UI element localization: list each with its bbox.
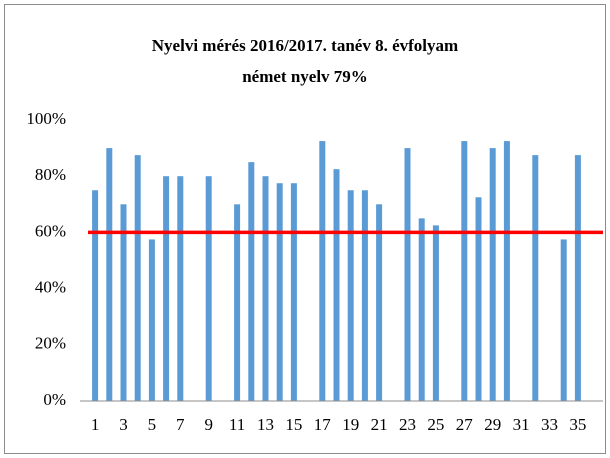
- bar: [574, 155, 581, 401]
- chart-title: Nyelvi mérés 2016/2017. tanév 8. évfolya…: [152, 36, 458, 55]
- y-tick-label: 0%: [43, 390, 66, 409]
- y-tick-label: 100%: [26, 109, 66, 128]
- bar: [163, 176, 170, 401]
- x-tick-label: 7: [176, 415, 185, 434]
- x-tick-label: 19: [342, 415, 359, 434]
- x-tick-label: 3: [119, 415, 128, 434]
- x-tick-label: 1: [91, 415, 100, 434]
- bar: [248, 162, 255, 401]
- bar: [234, 204, 241, 401]
- bar: [475, 197, 482, 401]
- bar: [333, 169, 340, 401]
- bar: [262, 176, 269, 401]
- bar: [177, 176, 184, 401]
- x-tick-label: 29: [484, 415, 501, 434]
- bar: [319, 141, 326, 401]
- x-tick-label: 9: [204, 415, 213, 434]
- bar: [418, 218, 425, 401]
- x-tick-label: 35: [569, 415, 586, 434]
- bar: [404, 148, 411, 401]
- bar: [376, 204, 383, 401]
- bar: [503, 141, 510, 401]
- bar: [92, 190, 99, 401]
- bar: [106, 148, 113, 401]
- bar: [560, 239, 567, 401]
- y-tick-label: 80%: [35, 165, 66, 184]
- bar: [205, 176, 212, 401]
- chart-subtitle: német nyelv 79%: [242, 67, 368, 86]
- bar: [134, 155, 141, 401]
- x-tick-label: 25: [427, 415, 444, 434]
- bar: [347, 190, 354, 401]
- bar: [432, 225, 439, 401]
- y-tick-label: 40%: [35, 278, 66, 297]
- bar: [276, 183, 283, 401]
- x-tick-label: 11: [229, 415, 245, 434]
- bar: [290, 183, 297, 401]
- bar: [532, 155, 539, 401]
- y-tick-label: 60%: [35, 221, 66, 240]
- x-tick-label: 13: [257, 415, 274, 434]
- bar: [148, 239, 155, 401]
- bar: [489, 148, 496, 401]
- bar: [361, 190, 368, 401]
- x-tick-label: 33: [541, 415, 558, 434]
- bar: [120, 204, 127, 401]
- x-tick-label: 15: [285, 415, 302, 434]
- x-tick-label: 17: [314, 415, 332, 434]
- x-tick-label: 5: [148, 415, 157, 434]
- x-tick-label: 21: [371, 415, 388, 434]
- x-tick-label: 23: [399, 415, 416, 434]
- bar: [461, 141, 468, 401]
- y-tick-label: 20%: [35, 334, 66, 353]
- x-tick-label: 31: [513, 415, 530, 434]
- x-tick-label: 27: [456, 415, 474, 434]
